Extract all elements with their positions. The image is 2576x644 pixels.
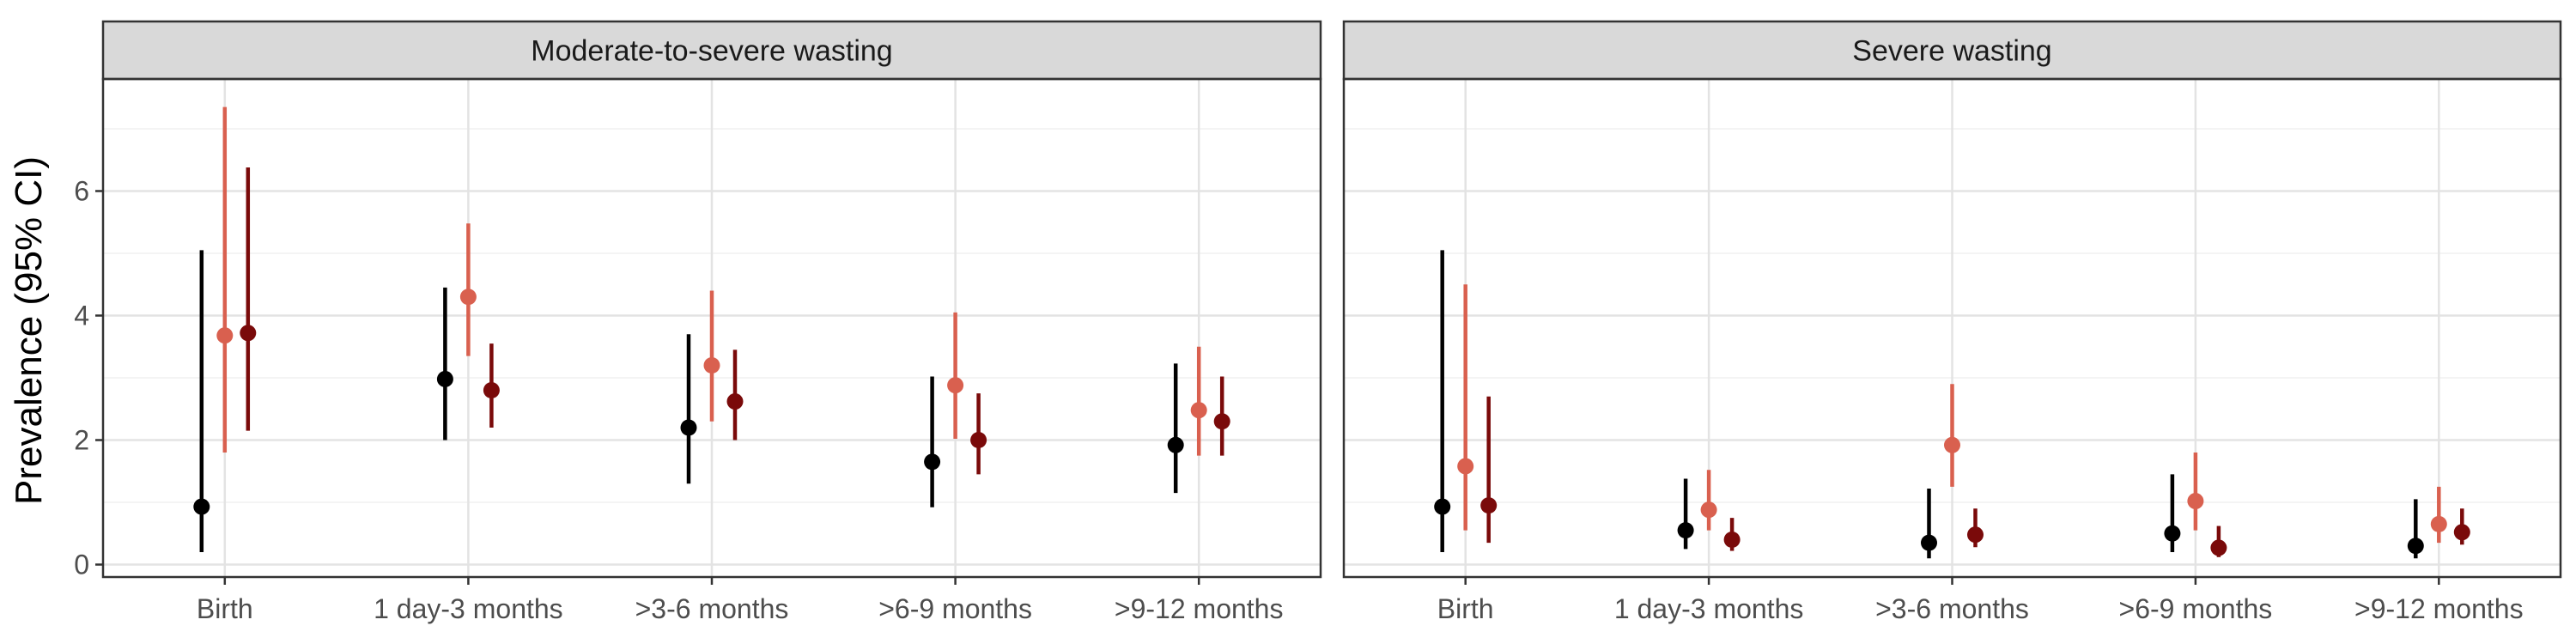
data-point — [436, 370, 453, 387]
data-point — [1190, 402, 1207, 419]
y-tick-label: 2 — [74, 425, 89, 456]
x-tick-label: >9-12 months — [2354, 593, 2524, 624]
data-point — [2453, 524, 2470, 541]
x-tick-label: >9-12 months — [1115, 593, 1284, 624]
data-point — [240, 325, 257, 342]
data-point — [2407, 538, 2424, 555]
x-tick-label: >6-9 months — [878, 593, 1032, 624]
data-point — [2210, 539, 2227, 556]
data-point — [1167, 436, 1184, 453]
data-point — [216, 327, 234, 344]
data-point — [2187, 493, 2204, 510]
x-tick-label: 1 day-3 months — [1614, 593, 1804, 624]
data-point — [1967, 526, 1984, 544]
data-point — [924, 453, 941, 471]
y-tick-label: 6 — [74, 176, 89, 207]
x-tick-label: >6-9 months — [2119, 593, 2273, 624]
data-point — [1723, 532, 1741, 548]
data-point — [459, 289, 477, 306]
data-point — [680, 419, 697, 436]
data-point — [2164, 525, 2181, 542]
data-point — [947, 377, 964, 394]
x-tick-label: Birth — [197, 593, 253, 624]
facet-strip — [1342, 20, 2562, 81]
facet-panels: Moderate-to-severe wasting Birth 1 day-3 m… — [74, 20, 2562, 624]
data-point — [1457, 458, 1474, 475]
data-point — [1944, 436, 1960, 453]
data-point — [1434, 498, 1451, 515]
data-point — [970, 432, 987, 448]
y-axis-title: Prevalence (95% CI) — [8, 156, 50, 505]
x-tick-label: >3-6 months — [1875, 593, 2029, 624]
facet-panel: Severe wasting Birth 1 day-3 months >3-6 mo… — [1342, 20, 2562, 624]
data-point — [1921, 534, 1937, 551]
data-point — [1213, 413, 1230, 430]
facet-panel: Moderate-to-severe wasting Birth 1 day-3 m… — [74, 20, 1322, 624]
data-point — [483, 382, 500, 398]
y-tick-label: 4 — [74, 301, 89, 331]
facet-strip-label: Severe wasting — [1852, 35, 2051, 68]
data-point — [703, 357, 720, 374]
x-tick-label: 1 day-3 months — [374, 593, 563, 624]
data-point — [1480, 497, 1498, 514]
facet-strip — [101, 20, 1322, 81]
data-point — [726, 393, 744, 410]
facet-strip-label: Moderate-to-severe wasting — [531, 35, 892, 68]
data-point — [193, 498, 210, 515]
x-tick-label: Birth — [1437, 593, 1494, 624]
data-point — [2430, 515, 2447, 532]
y-tick-label: 0 — [74, 550, 89, 580]
data-point — [1677, 522, 1694, 539]
data-point — [1700, 501, 1717, 519]
x-tick-label: >3-6 months — [635, 593, 789, 624]
